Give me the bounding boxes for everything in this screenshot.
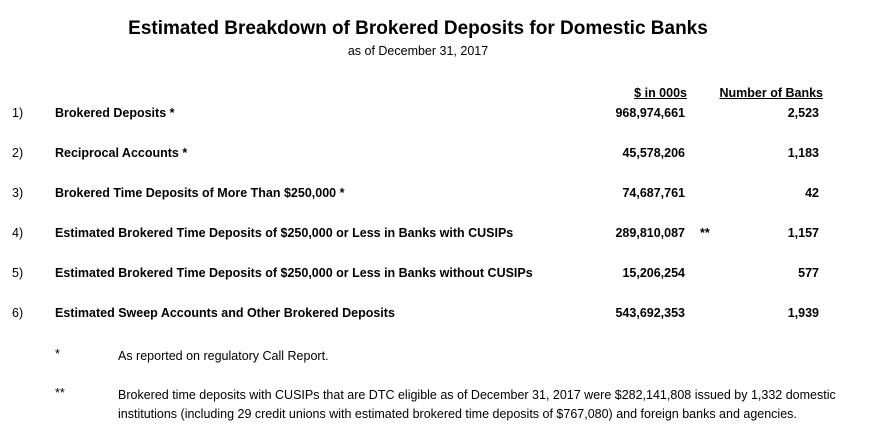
row-mark: ** [700, 226, 710, 240]
row-banks: 1,939 [787, 306, 819, 320]
column-header-banks: Number of Banks [719, 86, 824, 100]
row-amount: 45,578,206 [622, 146, 685, 160]
row-number: 6) [12, 306, 24, 320]
row-banks: 1,183 [787, 146, 819, 160]
row-banks: 2,523 [787, 106, 819, 120]
row-number: 3) [12, 186, 24, 200]
row-number: 1) [12, 106, 24, 120]
row-amount: 543,692,353 [615, 306, 685, 320]
column-header-amount: $ in 000s [634, 86, 687, 100]
row-amount: 74,687,761 [622, 186, 685, 200]
table-row: 4) Estimated Brokered Time Deposits of $… [0, 226, 875, 246]
report-subtitle: as of December 31, 2017 [347, 44, 489, 58]
footnote-symbol: * [55, 347, 60, 361]
row-amount: 289,810,087 [615, 226, 685, 240]
row-banks: 577 [798, 266, 819, 280]
row-number: 4) [12, 226, 24, 240]
table-row: 6) Estimated Sweep Accounts and Other Br… [0, 306, 875, 326]
row-label: Estimated Brokered Time Deposits of $250… [55, 266, 533, 280]
footnote-symbol: ** [55, 386, 65, 400]
row-label: Brokered Deposits * [55, 106, 175, 120]
table-row: 5) Estimated Brokered Time Deposits of $… [0, 266, 875, 286]
row-number: 2) [12, 146, 24, 160]
table-row: 2) Reciprocal Accounts * 45,578,206 1,18… [0, 146, 875, 166]
row-label: Estimated Sweep Accounts and Other Broke… [55, 306, 395, 320]
row-label: Brokered Time Deposits of More Than $250… [55, 186, 345, 200]
footnote-text: As reported on regulatory Call Report. [118, 349, 329, 363]
row-label: Estimated Brokered Time Deposits of $250… [55, 226, 514, 240]
row-number: 5) [12, 266, 24, 280]
table-row: 3) Brokered Time Deposits of More Than $… [0, 186, 875, 206]
footnote-text: Brokered time deposits with CUSIPs that … [118, 388, 836, 421]
row-banks: 42 [805, 186, 819, 200]
table-row: 1) Brokered Deposits * 968,974,661 2,523 [0, 106, 875, 126]
report-title: Estimated Breakdown of Brokered Deposits… [128, 18, 708, 39]
row-amount: 15,206,254 [622, 266, 685, 280]
row-label: Reciprocal Accounts * [55, 146, 188, 160]
row-amount: 968,974,661 [615, 106, 685, 120]
row-banks: 1,157 [787, 226, 819, 240]
